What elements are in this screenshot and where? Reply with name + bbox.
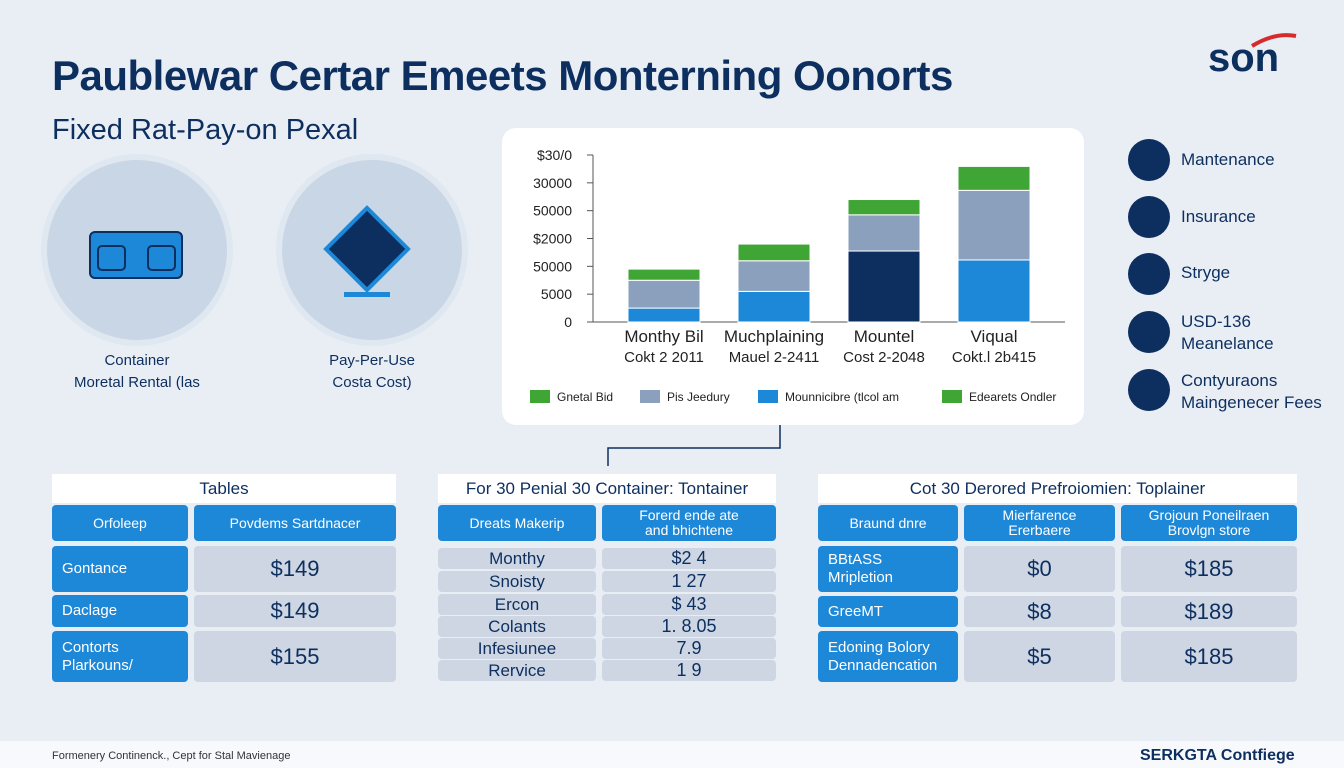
table-cell: $5 [964,631,1115,682]
table-header: Orfoleep [52,505,188,541]
side-icons [1128,139,1170,411]
table-cell: Snoisty [438,571,596,592]
footer-right: SERKGTA Contfiege [1140,747,1295,764]
table-cell: $155 [194,631,396,682]
table-cell: Monthy [438,548,596,569]
bar-segment [737,243,811,262]
table-cell: Daclage [52,595,188,627]
bar-segment [847,199,921,216]
x-tick-sublabel: Mauel 2-2411 [729,349,820,366]
footer [0,741,1344,768]
title: Paublewar Certar Emeets Monterning Oonor… [52,52,953,99]
table-title: Tables [52,474,396,503]
table-header: Forerd ende ate and bhichtene [602,505,776,541]
subtitle: Fixed Rat-Pay-on Pexal [52,114,359,146]
logo: son [1208,36,1280,80]
x-tick-label: Monthy Bil [624,327,703,346]
x-tick-label: Muchplaining [724,327,824,346]
legend-label: Edearets Ondler [969,390,1056,404]
table-cell: Edoning Bolory Dennadencation [818,631,958,682]
table-cell: $ 43 [602,594,776,615]
table-cell: 7.9 [602,638,776,659]
feature-title: Container [104,352,170,369]
table-cell: $189 [1121,596,1297,627]
table-header: Grojoun Poneilraen Brovlgn store [1121,505,1297,541]
bar-segment [847,250,921,323]
bar-segment [737,290,811,323]
table-cell: 1. 8.05 [602,616,776,637]
legend-label: Mounnicibre (tlcol am [785,390,899,404]
table-cell: Ercon [438,594,596,615]
y-tick-label: $2000 [533,231,572,247]
chart: 0 5000 50000 $2000 50000 30000 $30/0 Monthy Bil… [530,147,1065,466]
table-cell: $2 4 [602,548,776,569]
legend-swatch [942,390,962,403]
side-item: Stryge [1181,263,1231,282]
bar-segment [957,259,1031,323]
side-item: Contyuraons Maingenecer Fees [1181,371,1322,412]
legend-label: Gnetal Bid [557,390,613,404]
table-cell: GreeMT [818,596,958,627]
bar-segment [627,307,701,323]
table-cell: 1 9 [602,660,776,681]
bar-segment [957,189,1031,261]
table-header: Dreats Makerip [438,505,596,541]
side-item: Mantenance [1181,150,1275,169]
legend-label: Pis Jeedury [667,390,730,404]
bar-segment [737,260,811,292]
feature-caption: Moretal Rental (las [74,374,200,391]
table-cell: $149 [194,546,396,592]
table-header: Povdems Sartdnacer [194,505,396,541]
x-tick-sublabel: Cokt 2 2011 [624,349,704,366]
table-header: Braund dnre [818,505,958,541]
table-title: For 30 Penial 30 Container: Tontainer [438,474,776,503]
table-cell: $185 [1121,546,1297,592]
bar-segment [627,279,701,309]
table-cell: BBtASS Mripletion [818,546,958,592]
table-cell: $0 [964,546,1115,592]
table-cell: $185 [1121,631,1297,682]
feature-icons [41,154,468,346]
footer-left: Formenery Continenck., Cept for Stal Mav… [52,750,291,762]
y-tick-label: 50000 [533,258,572,274]
feature-title: Pay-Per-Use [329,352,415,369]
table-cell: $149 [194,595,396,627]
table-cell: Contorts Plarkouns/ [52,631,188,682]
x-tick-sublabel: Cokt.l 2b415 [952,349,1036,366]
table-cell: 1 27 [602,571,776,592]
logo-swoosh [1250,33,1297,48]
y-tick-label: 30000 [533,175,572,191]
x-tick-label: Viqual [971,327,1018,346]
legend-swatch [640,390,660,403]
table-cell: Infesiunee [438,638,596,659]
legend-swatch [530,390,550,403]
table-cell: Rervice [438,660,596,681]
legend-swatch [758,390,778,403]
y-tick-label: 0 [564,314,572,330]
side-item: USD-136 Meanelance [1181,312,1274,353]
x-tick-sublabel: Cost 2-2048 [843,349,925,366]
bar-segment [957,165,1031,191]
table-header: Mierfarence Ererbaere [964,505,1115,541]
table-cell: Colants [438,616,596,637]
table-cell: Gontance [52,546,188,592]
side-item: Insurance [1181,207,1256,226]
bar-segment [627,268,701,281]
table-cell: $8 [964,596,1115,627]
feature-caption: Costa Cost) [332,374,412,391]
table-title: Cot 30 Derored Prefroiomien: Toplainer [818,474,1297,503]
y-tick-label: 50000 [533,203,572,219]
bar-segment [847,214,921,252]
y-tick-label: 5000 [541,286,572,302]
x-tick-label: Mountel [854,327,914,346]
y-tick-label: $30/0 [537,147,572,163]
